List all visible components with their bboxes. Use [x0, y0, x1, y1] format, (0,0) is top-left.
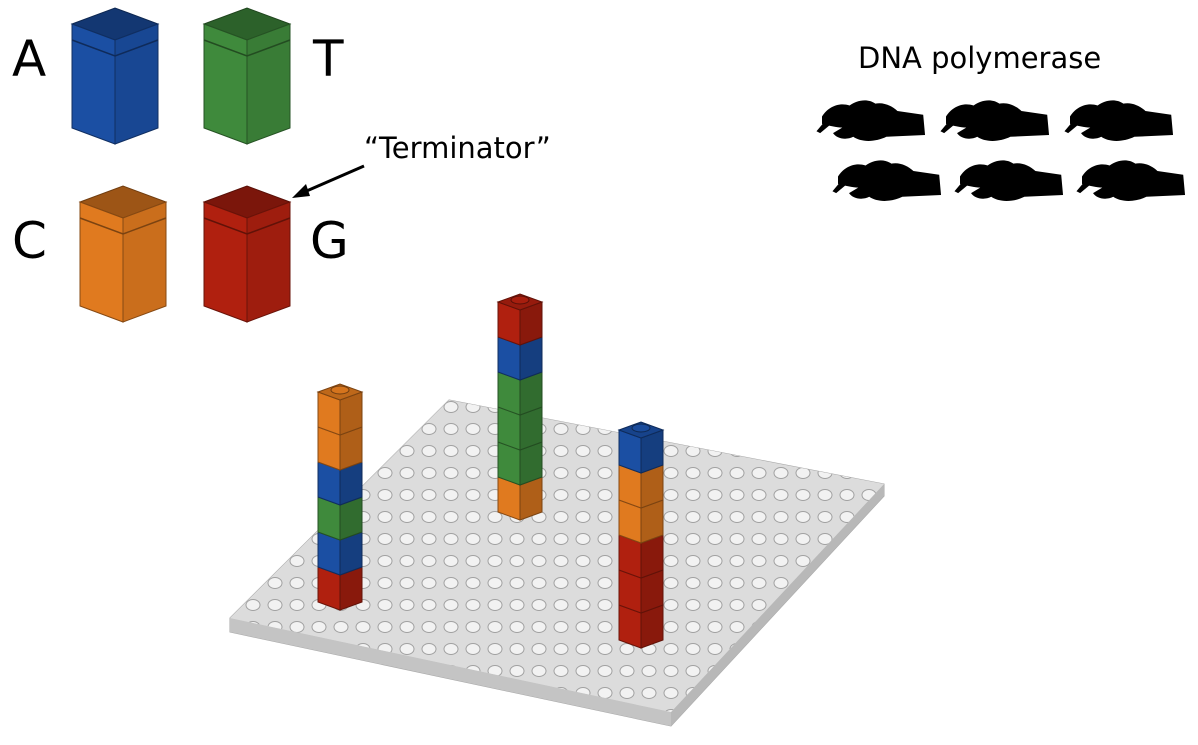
brick-guanine	[317, 566, 363, 611]
polymerase-hand-icon	[1076, 160, 1186, 201]
brick-guanine	[618, 604, 664, 649]
strand-right	[617, 421, 665, 649]
legend-brick-adenine	[70, 7, 160, 145]
brick-thymine	[317, 496, 363, 541]
polymerase-hand-icon	[1064, 100, 1174, 141]
strand-left	[316, 383, 364, 611]
legend-brick-thymine	[202, 7, 292, 145]
dna-polymerase-label: DNA polymerase	[858, 41, 1102, 75]
legend-letter-c: C	[12, 212, 47, 270]
legend-brick-guanine	[202, 185, 292, 323]
polymerase-hand-icon	[832, 160, 942, 201]
brick-thymine	[497, 406, 543, 451]
legend-letter-t: T	[313, 30, 344, 88]
brick-thymine	[497, 441, 543, 486]
legend-letter-a: A	[12, 30, 47, 88]
terminator-arrow	[292, 164, 365, 198]
polymerase-hands-group	[816, 100, 1186, 201]
baseplate	[229, 399, 885, 727]
polymerase-hand-icon	[954, 160, 1064, 201]
brick-adenine	[317, 461, 363, 506]
brick-cytosine	[497, 476, 543, 521]
legend-brick-cytosine	[78, 185, 168, 323]
strand-middle	[496, 293, 544, 521]
brick-thymine	[497, 371, 543, 416]
brick-adenine	[317, 531, 363, 576]
terminator-label: “Terminator”	[364, 131, 551, 165]
brick-cytosine	[618, 499, 664, 544]
polymerase-hand-icon	[940, 100, 1050, 141]
polymerase-hand-icon	[816, 100, 926, 141]
brick-guanine	[618, 534, 664, 579]
legend-letter-g: G	[310, 212, 349, 270]
